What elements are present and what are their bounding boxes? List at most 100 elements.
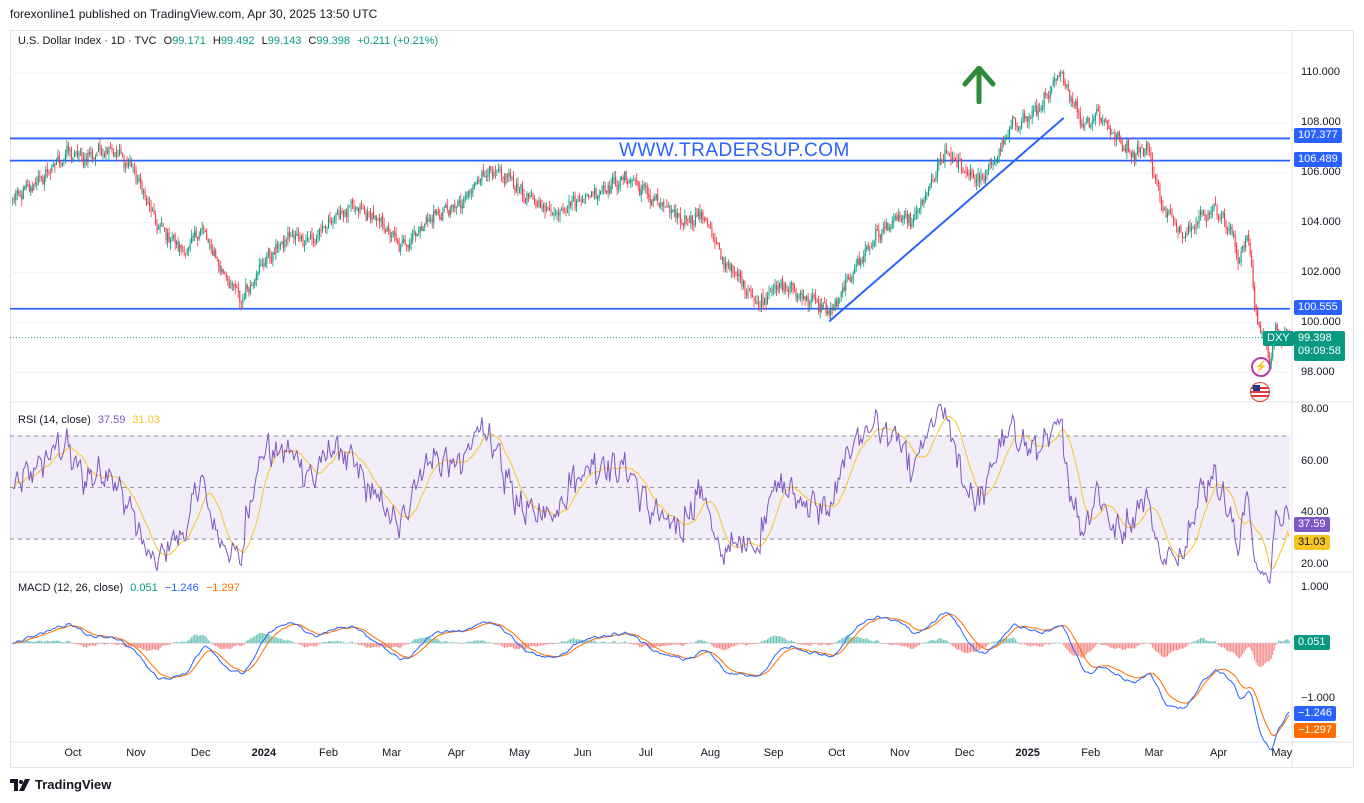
candle[interactable] — [207, 238, 209, 244]
candle[interactable] — [1048, 90, 1050, 104]
candle[interactable] — [694, 207, 696, 228]
candle[interactable] — [490, 165, 492, 173]
candle[interactable] — [1225, 219, 1227, 235]
candle[interactable] — [339, 204, 342, 221]
candle[interactable] — [346, 208, 348, 223]
candle[interactable] — [982, 173, 984, 180]
candle[interactable] — [1042, 100, 1044, 112]
candle[interactable] — [606, 190, 608, 195]
candle[interactable] — [818, 295, 820, 315]
candle[interactable] — [233, 283, 235, 291]
candle[interactable] — [382, 212, 384, 231]
candle[interactable] — [216, 256, 218, 262]
candle[interactable] — [939, 151, 941, 166]
candle[interactable] — [1249, 238, 1251, 257]
candle[interactable] — [481, 169, 483, 187]
candle[interactable] — [1124, 143, 1126, 154]
candle[interactable] — [1108, 119, 1110, 130]
candle[interactable] — [1197, 220, 1199, 229]
candle[interactable] — [1079, 106, 1081, 130]
candle[interactable] — [849, 273, 851, 283]
candle[interactable] — [1025, 116, 1027, 122]
candle[interactable] — [19, 190, 21, 198]
candle[interactable] — [446, 198, 448, 214]
candle[interactable] — [679, 207, 681, 230]
candle[interactable] — [936, 157, 938, 183]
candle[interactable] — [760, 292, 763, 313]
candle[interactable] — [1175, 219, 1178, 233]
candle[interactable] — [491, 165, 493, 181]
candle[interactable] — [225, 271, 227, 281]
candle[interactable] — [467, 190, 469, 200]
candle[interactable] — [124, 161, 127, 173]
candle[interactable] — [170, 236, 172, 251]
candle[interactable] — [312, 232, 314, 247]
candle[interactable] — [87, 149, 89, 168]
candle[interactable] — [954, 156, 956, 161]
candle[interactable] — [977, 168, 979, 187]
candle[interactable] — [553, 207, 555, 221]
candle[interactable] — [833, 303, 835, 311]
candle[interactable] — [100, 145, 102, 157]
candle[interactable] — [1272, 344, 1274, 361]
candle[interactable] — [132, 164, 134, 173]
candle[interactable] — [1160, 195, 1162, 212]
candle[interactable] — [639, 181, 641, 197]
candle[interactable] — [1016, 122, 1018, 133]
candle[interactable] — [559, 209, 561, 223]
candle[interactable] — [1081, 118, 1083, 128]
candle[interactable] — [819, 299, 821, 319]
candle[interactable] — [745, 288, 748, 299]
candle[interactable] — [255, 270, 257, 287]
candle[interactable] — [401, 234, 403, 247]
candle[interactable] — [708, 224, 710, 229]
candle[interactable] — [1174, 217, 1176, 226]
candle[interactable] — [1186, 227, 1188, 237]
candle[interactable] — [739, 269, 741, 284]
candle[interactable] — [1258, 321, 1260, 328]
candle[interactable] — [1000, 142, 1002, 156]
candle[interactable] — [179, 241, 181, 256]
candle[interactable] — [1132, 148, 1134, 159]
candle[interactable] — [576, 198, 578, 212]
candle[interactable] — [258, 257, 260, 275]
candle[interactable] — [917, 207, 919, 219]
candle[interactable] — [54, 162, 56, 173]
candle[interactable] — [209, 238, 211, 251]
candle[interactable] — [1055, 78, 1057, 85]
candle[interactable] — [750, 285, 752, 299]
candle[interactable] — [627, 178, 629, 189]
candle[interactable] — [297, 227, 299, 242]
candle[interactable] — [558, 206, 560, 222]
candle[interactable] — [867, 241, 869, 251]
candle[interactable] — [131, 157, 133, 168]
candle[interactable] — [1172, 215, 1175, 227]
candle[interactable] — [965, 164, 967, 179]
candle[interactable] — [1230, 223, 1232, 235]
candle[interactable] — [741, 270, 743, 291]
candle[interactable] — [585, 192, 587, 204]
candle[interactable] — [515, 178, 517, 193]
candle[interactable] — [561, 206, 563, 211]
candle[interactable] — [774, 278, 776, 294]
candle[interactable] — [129, 154, 131, 167]
candle[interactable] — [15, 189, 17, 207]
candle[interactable] — [1260, 321, 1262, 334]
candle[interactable] — [1033, 105, 1035, 117]
candle[interactable] — [1148, 143, 1150, 157]
candle[interactable] — [1039, 102, 1041, 113]
candle[interactable] — [791, 280, 793, 293]
candle[interactable] — [893, 212, 895, 229]
candle[interactable] — [518, 186, 520, 194]
candle[interactable] — [1261, 330, 1263, 339]
candle[interactable] — [969, 164, 972, 182]
candle[interactable] — [476, 176, 478, 185]
candle[interactable] — [533, 194, 536, 206]
candle[interactable] — [1224, 208, 1226, 228]
candle[interactable] — [1252, 260, 1254, 291]
candle[interactable] — [1254, 281, 1256, 312]
candle[interactable] — [930, 173, 932, 188]
candle[interactable] — [691, 214, 693, 231]
candle[interactable] — [980, 168, 982, 186]
candle[interactable] — [326, 226, 328, 235]
